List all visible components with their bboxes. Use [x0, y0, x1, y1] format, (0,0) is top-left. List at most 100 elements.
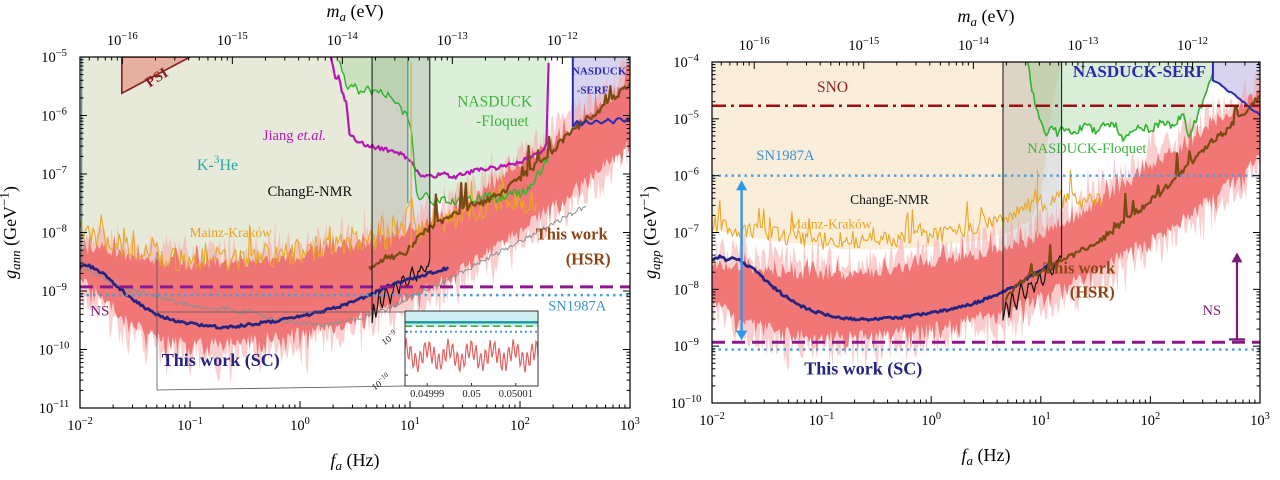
- x-tick-label: 102: [510, 416, 530, 434]
- top-axis-title: ma (eV): [327, 1, 384, 24]
- curve-nasduck-floquet: [337, 60, 550, 207]
- y-tick-label: 10−5: [673, 110, 699, 128]
- axes-frame-1: [711, 61, 1261, 404]
- x-axis-title: fa (Hz): [962, 445, 1011, 468]
- left-plot-gann: 0.04999 0.05 0.0500110−910−10PSIK-3HeJiang…: [0, 1, 640, 473]
- band-this-work-sc: [80, 62, 630, 359]
- y-axis-title: gann (GeV−1): [0, 186, 23, 279]
- y-tick-label: 10−9: [41, 282, 67, 300]
- top-tick-label: 10−15: [217, 31, 248, 49]
- label-serf-1: NASDUCK: [572, 66, 627, 78]
- label-sc: This work (SC): [162, 350, 280, 371]
- x-tick-label: 103: [1250, 411, 1270, 429]
- x-tick-label: 101: [1031, 411, 1051, 429]
- label-sc: This work (SC): [804, 359, 922, 380]
- label-hsr-2: (HSR): [1070, 282, 1115, 301]
- top-axis-title: ma (eV): [958, 6, 1015, 29]
- y-tick-label: 10−10: [39, 340, 70, 358]
- label-sn1987a: SN1987A: [756, 148, 815, 164]
- curve-k3he-old: [80, 205, 587, 328]
- y-tick-label: 10−4: [673, 53, 699, 71]
- label-hsr-1: This work: [536, 225, 609, 244]
- top-tick-label: 10−12: [1177, 36, 1208, 54]
- label-mainz: Mainz-Kraków: [189, 225, 272, 240]
- top-tick-label: 10−16: [107, 31, 138, 49]
- label-jiang: Jiang et.al.: [263, 128, 326, 144]
- y-tick-label: 10−8: [673, 280, 699, 298]
- y-tick-label: 10−7: [673, 223, 699, 241]
- right-plot-gapp: SNO SN1987A NASDUCK-SERF NASDUCK-Floquet Cha…: [640, 6, 1270, 468]
- label-nasduck-floquet: NASDUCK-Floquet: [1027, 141, 1146, 157]
- y-tick-label: 10−6: [673, 167, 699, 185]
- x-tick-label: 100: [921, 411, 941, 429]
- x-axis-title: fa (Hz): [331, 450, 380, 473]
- label-hsr-2: (HSR): [566, 250, 611, 269]
- y-tick-label: 10−5: [41, 48, 67, 66]
- region-cream: [712, 62, 1062, 250]
- top-tick-label: 10−13: [1068, 36, 1099, 54]
- label-serf-2: -SERF: [577, 84, 609, 96]
- x-tick-label: 100: [290, 416, 310, 434]
- top-tick-label: 10−14: [958, 36, 990, 54]
- x-tick-label: 10−2: [67, 416, 93, 434]
- y-tick-label: 10−9: [673, 337, 699, 355]
- inset-x-tick: 0.04999: [410, 389, 444, 400]
- curve-jiang: [329, 57, 550, 180]
- arrow-ns-up: [1228, 252, 1245, 341]
- x-tick-label: 10−1: [809, 411, 835, 429]
- label-sno: SNO: [817, 79, 848, 96]
- inset-x-tick: 0.05001: [499, 389, 533, 400]
- curve-nasduck-floquet: [1026, 62, 1215, 142]
- band-this-work-sc: [712, 89, 1260, 356]
- label-hsr-1: This work: [1043, 258, 1116, 277]
- inset-signal-curve: [404, 338, 539, 374]
- inset-cyan-band: [405, 311, 538, 327]
- curve-mainz-krakow: [712, 188, 1047, 250]
- inset-y-tick: 10−9: [379, 328, 400, 348]
- plot-area-0: [80, 57, 630, 391]
- arrow-sn1987a-range: [736, 180, 748, 341]
- curve-change-nmr: [1002, 255, 1063, 321]
- y-tick-label: 10−8: [41, 223, 67, 241]
- x-tick-label: 10−2: [699, 411, 725, 429]
- top-tick-label: 10−15: [848, 36, 879, 54]
- curve-this-work-hsr: [368, 82, 630, 271]
- label-nasduck-2: -Floquet: [476, 113, 529, 130]
- y-tick-label: 10−11: [39, 399, 69, 417]
- inset-x-tick: 0.05: [462, 389, 480, 400]
- region-nasduck-floquet: [1027, 62, 1214, 145]
- region-nasduck-floquet: [338, 57, 549, 204]
- label-mainz: Mainz-Kraków: [789, 217, 872, 232]
- curve-nasduck-serf-edge: [1211, 62, 1260, 116]
- region-psi: [121, 57, 191, 95]
- axes-frame-0: [79, 56, 631, 409]
- label-nasduck-serf: NASDUCK-SERF: [1073, 62, 1206, 81]
- label-sn1987a: SN1987A: [548, 298, 607, 314]
- label-change-nmr: ChangE-NMR: [850, 192, 929, 207]
- plot-area-1: [712, 62, 1260, 375]
- curve-this-work-sc: [712, 254, 1051, 322]
- label-ns: NS: [1203, 303, 1222, 319]
- label-nasduck-1: NASDUCK: [457, 94, 533, 111]
- label-change-nmr: ChangE-NMR: [268, 184, 353, 200]
- inset-005hz: 0.04999 0.05 0.05001 10−9 10−10: [369, 310, 539, 400]
- top-tick-label: 10−12: [547, 31, 578, 49]
- curve-this-work-hsr: [1004, 95, 1260, 301]
- y-tick-label: 10−10: [671, 394, 702, 412]
- inset-pointer-bottom: [156, 385, 406, 391]
- label-ns: NS: [90, 304, 109, 320]
- x-tick-label: 101: [400, 416, 420, 434]
- y-tick-label: 10−7: [41, 165, 67, 183]
- curve-change-nmr: [371, 258, 431, 323]
- x-tick-label: 10−1: [177, 416, 203, 434]
- curve-nasduck-serf-edge: [571, 57, 630, 128]
- top-tick-label: 10−13: [437, 31, 468, 49]
- inset-y-tick: 10−10: [369, 371, 393, 393]
- curve-mainz-krakow-2: [1049, 169, 1102, 210]
- top-tick-label: 10−14: [327, 31, 359, 49]
- curve-mainz-krakow: [80, 177, 538, 272]
- top-tick-label: 10−16: [739, 36, 770, 54]
- x-tick-label: 102: [1141, 411, 1161, 429]
- label-k3he: K-3He: [197, 154, 238, 174]
